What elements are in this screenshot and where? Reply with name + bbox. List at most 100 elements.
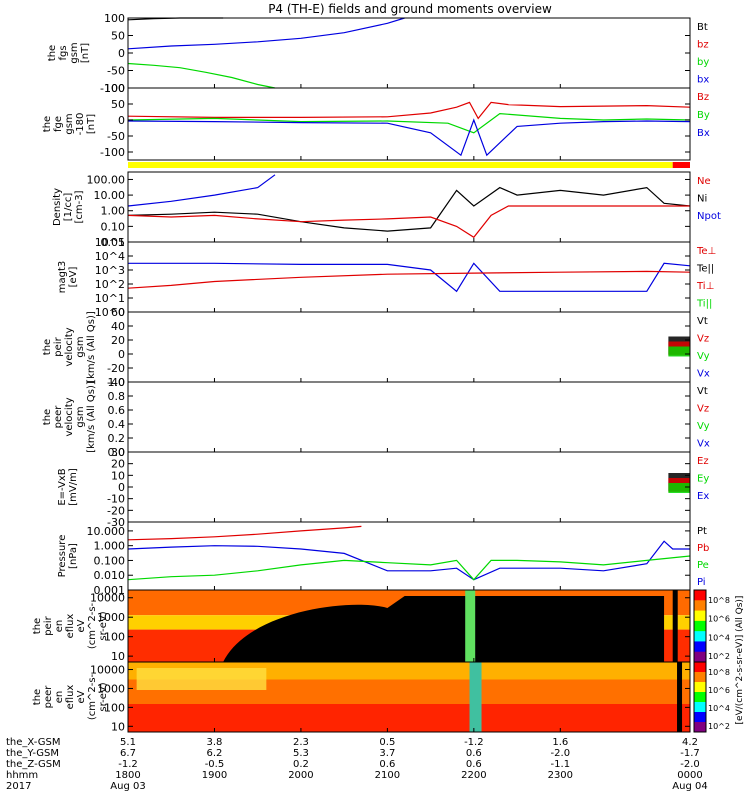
legend-ez: Ez xyxy=(697,456,709,467)
panel-temperature: 10^510^410^310^210^110^0 magt3 [eV] Te⊥ Te||… xyxy=(57,236,716,319)
y-tick-label: 10^4 xyxy=(95,250,125,263)
y-tick-label: 10^2 xyxy=(95,278,125,291)
y-tick-label: -100 xyxy=(100,82,125,95)
x-tick-label-z: -0.5 xyxy=(205,759,225,770)
colorbar-tick-label: 10^4 xyxy=(708,633,730,642)
spectrogram-band xyxy=(128,662,690,680)
y-axis-label: peer xyxy=(53,405,64,429)
x-tick-label-y: -1.7 xyxy=(680,748,700,759)
y-axis-label: fgs xyxy=(58,45,69,60)
y-axis-label: [nT] xyxy=(80,43,91,63)
y-tick-label: -100 xyxy=(100,146,125,159)
y-tick-label: 10000 xyxy=(90,664,125,677)
y-tick-label: -20 xyxy=(107,362,125,375)
y-axis-label: [km/s (All Qs)] xyxy=(86,381,97,453)
y-axis-label: gsm xyxy=(75,336,86,357)
legend-vz: Vz xyxy=(697,404,709,415)
y-axis-label: the xyxy=(32,689,43,705)
legend-npot: Npot xyxy=(697,211,721,222)
panel-fge: 100 50 0 -50 -100 the fge gsm -180 [nT] Bz By Bx xyxy=(42,82,710,161)
y-tick-label: -20 xyxy=(107,504,125,517)
x-tick-label-y: 3.7 xyxy=(379,748,395,759)
chart-title: P4 (TH-E) fields and ground moments over… xyxy=(268,2,552,16)
legend-ti||: Ti|| xyxy=(696,299,712,310)
y-tick-label: -30 xyxy=(107,516,125,529)
y-axis-label: E=-VxB xyxy=(57,468,68,505)
y-tick-label: 0.8 xyxy=(108,390,126,403)
y-axis-label: sr-eV) xyxy=(98,682,109,711)
series-line-bz xyxy=(127,101,691,120)
y-tick-label: 0.010 xyxy=(94,569,126,582)
panel-fgs: 100 50 0 -50 -100 the fgs gsm [nT] Bt bz by bx xyxy=(47,12,709,95)
y-tick-label: 0.100 xyxy=(94,554,126,567)
x-tick-label-y: -2.0 xyxy=(551,748,571,759)
y-tick-label: 0.4 xyxy=(108,418,126,431)
y-tick-label: 50 xyxy=(111,98,125,111)
x-tick-label-x: 2.3 xyxy=(293,737,309,748)
y-axis-label: the xyxy=(42,409,53,425)
y-tick-label: 0.6 xyxy=(108,404,126,417)
x-row-label: 2017 xyxy=(6,781,31,792)
y-axis-label: the xyxy=(42,116,53,132)
y-tick-label: 100 xyxy=(104,631,125,644)
colorbar-segment xyxy=(694,662,706,673)
y-axis-label: Density xyxy=(52,188,63,226)
x-tick-label-x: 3.8 xyxy=(207,737,223,748)
series-line-bx xyxy=(127,17,405,50)
colorbar-frame xyxy=(693,661,707,733)
x-tick-label-z: 0.2 xyxy=(293,759,309,770)
x-tick-label-x: 4.2 xyxy=(682,737,698,748)
x-tick-label-hhmm: 1800 xyxy=(115,770,140,781)
y-axis-label: -180 xyxy=(75,113,86,136)
y-axis-label: [nT] xyxy=(86,114,97,134)
x-tick-label-date: Aug 04 xyxy=(672,781,707,792)
series-line-pi xyxy=(127,540,690,581)
y-axis-label: [eV] xyxy=(68,267,79,288)
legend-vx: Vx xyxy=(697,439,710,450)
colorbar-tick-label: 10^2 xyxy=(708,652,730,661)
panel-frame xyxy=(127,381,691,453)
colorbar-segment xyxy=(694,702,706,713)
legend-ex: Ex xyxy=(697,491,709,502)
x-row-label: hhmm xyxy=(6,770,38,781)
y-axis-label: velocity xyxy=(64,327,75,366)
legend-pi: Pi xyxy=(697,577,706,588)
y-tick-label: -50 xyxy=(107,130,125,143)
y-axis-label: peer xyxy=(43,685,54,709)
y-axis-label: peir xyxy=(53,336,64,356)
noise-block xyxy=(668,483,690,493)
x-axis: the_X-GSMthe_Y-GSMthe_Z-GSMhhmm20175.16.… xyxy=(6,737,708,792)
legend-vy: Vy xyxy=(697,351,710,362)
y-tick-label: 100.00 xyxy=(87,173,126,186)
x-tick-label-z: 0.6 xyxy=(466,759,482,770)
y-axis-label: en xyxy=(54,691,65,704)
series-line-by xyxy=(127,112,691,134)
y-tick-label: 1.0 xyxy=(108,376,126,389)
legend-ni: Ni xyxy=(697,194,707,205)
y-tick-label: 0.10 xyxy=(101,220,126,233)
y-axis-label: [km/s (All Qs)] xyxy=(86,311,97,383)
series-line-bx xyxy=(127,118,691,157)
y-axis-label: the xyxy=(42,339,53,355)
y-axis-label: fge xyxy=(53,116,64,132)
y-axis-label: eflux xyxy=(65,614,76,639)
x-tick-label-y: 0.6 xyxy=(466,748,482,759)
y-tick-label: 0 xyxy=(118,348,125,361)
y-tick-label: 10 xyxy=(111,720,125,733)
y-tick-label: 0.0 xyxy=(108,446,126,459)
y-tick-label: -10 xyxy=(107,493,125,506)
y-tick-label: 0.01 xyxy=(101,236,126,249)
y-tick-label: 100 xyxy=(104,82,125,95)
y-axis-label: sr-eV) xyxy=(98,611,109,640)
x-tick-label-hhmm: 2000 xyxy=(288,770,313,781)
series-line-ni xyxy=(127,186,691,232)
x-tick-label-x: 1.6 xyxy=(552,737,568,748)
spectrogram-crossing xyxy=(469,662,482,732)
colorbar-segment xyxy=(694,722,706,733)
spectrogram-band xyxy=(136,668,267,690)
y-axis-label: (cm^2-s- xyxy=(87,602,98,649)
x-tick-label-hhmm: 0000 xyxy=(677,770,702,781)
y-axis-label: gsm xyxy=(64,113,75,134)
